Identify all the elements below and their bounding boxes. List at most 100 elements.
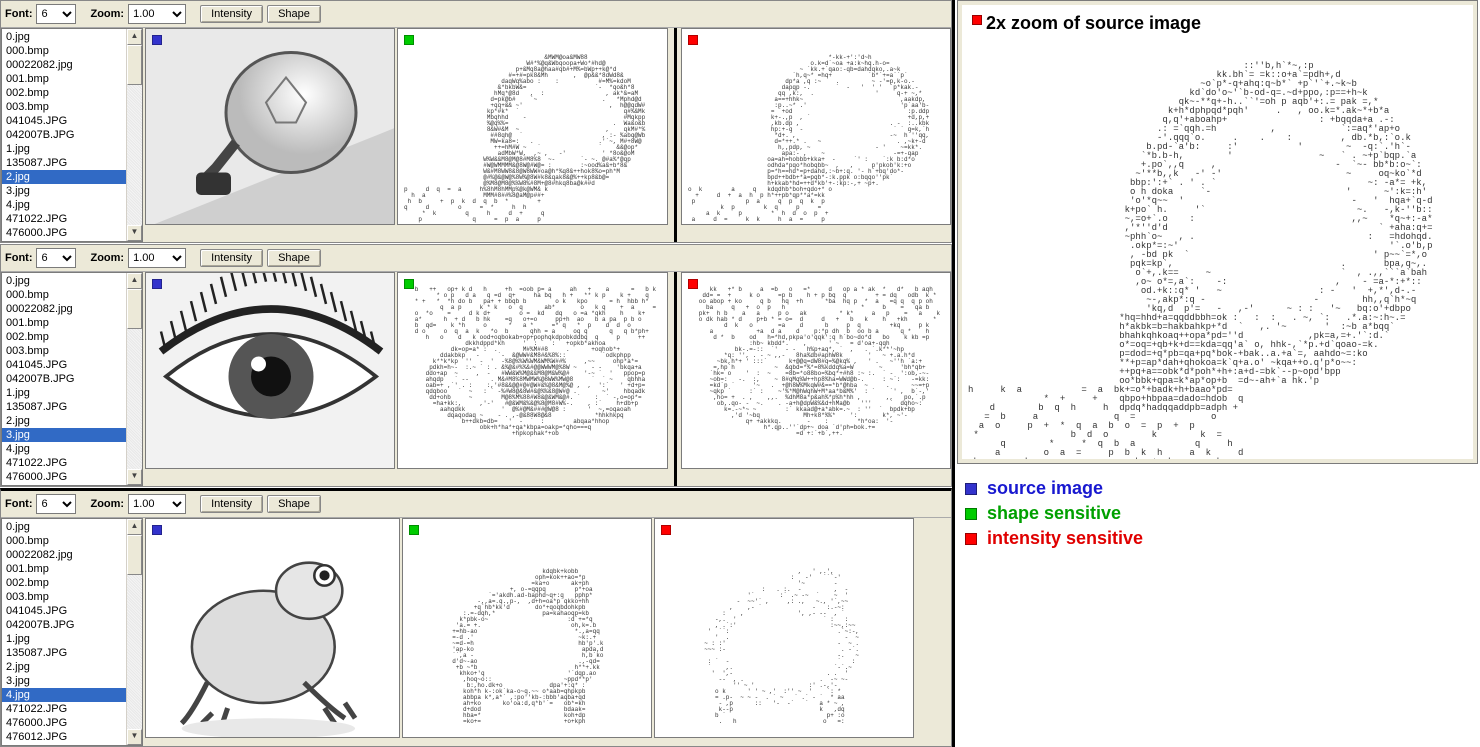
filelist-item[interactable]: 476000.JPG (2, 470, 126, 484)
filelist-item[interactable]: 002.bmp (2, 576, 126, 590)
filelist-item[interactable]: 042007B.JPG (2, 372, 126, 386)
legend-row: intensity sensitive (965, 528, 1470, 549)
shape-button[interactable]: Shape (267, 249, 321, 267)
source-image (146, 29, 394, 224)
scrollbar[interactable]: ▲ ▼ (126, 273, 142, 485)
zoom-select[interactable]: 1.00 (128, 4, 186, 24)
filelist-item[interactable]: 2.jpg (2, 170, 126, 184)
filelist-item[interactable]: 1.jpg (2, 632, 126, 646)
intensity-ascii: kk +* b a =b o =* d op a * ak * d* b aqh… (682, 273, 950, 469)
font-select[interactable]: 6 (36, 494, 76, 514)
filelist-item[interactable]: 3.jpg (2, 674, 126, 688)
filelist-item[interactable]: 042007B.JPG (2, 618, 126, 632)
legend-row: source image (965, 478, 1470, 499)
scroll-down-icon[interactable]: ▼ (127, 469, 142, 485)
shape-ascii: &MWM@oa&MW88 W#*%@q&Wbqoopa+Wo*#hd@ p+&M… (398, 29, 667, 225)
scroll-thumb[interactable] (127, 289, 142, 329)
filelist-item[interactable]: 476012.JPG (2, 730, 126, 744)
filelist-item[interactable]: 3.jpg (2, 428, 126, 442)
scroll-down-icon[interactable]: ▼ (127, 225, 142, 241)
scrollbar[interactable]: ▲ ▼ (126, 519, 142, 745)
filelist-item[interactable]: 00022082.jpg (2, 548, 126, 562)
shape-marker-icon (404, 279, 414, 289)
intensity-marker-icon (688, 279, 698, 289)
filelist-item[interactable]: 135087.JPG (2, 646, 126, 660)
filelist-item[interactable]: 135087.JPG (2, 156, 126, 170)
filelist-item[interactable]: 0.jpg (2, 30, 126, 44)
scroll-up-icon[interactable]: ▲ (127, 29, 142, 45)
filelist-item[interactable]: 001.bmp (2, 316, 126, 330)
shape-ascii: b ++ op+ k d h +h =oob p= a ah + a = b k… (398, 273, 667, 469)
shape-button[interactable]: Shape (267, 5, 321, 23)
intensity-button[interactable]: Intensity (200, 249, 263, 267)
filelist-item[interactable]: 003.bmp (2, 100, 126, 114)
intensity-button[interactable]: Intensity (200, 5, 263, 23)
zoom-label: Zoom: (90, 498, 124, 510)
scroll-up-icon[interactable]: ▲ (127, 273, 142, 289)
filelist-item[interactable]: 1.jpg (2, 142, 126, 156)
filelist-item[interactable]: 000.bmp (2, 288, 126, 302)
filelist-item[interactable]: 003.bmp (2, 344, 126, 358)
zoom-select[interactable]: 1.00 (128, 494, 186, 514)
filelist-item[interactable]: 001.bmp (2, 562, 126, 576)
legend-label: shape sensitive (987, 503, 1121, 524)
zoom-marker-icon (972, 15, 982, 25)
zoom-title: 2x zoom of source image (986, 13, 1201, 34)
shape-ascii: kdqbk+kobb oph=kok++ao=*p =ka+o ak+ph +,… (403, 519, 651, 738)
filelist-item[interactable]: 135087.JPG (2, 400, 126, 414)
scroll-down-icon[interactable]: ▼ (127, 729, 142, 745)
filelist-item[interactable]: 041045.JPG (2, 358, 126, 372)
font-select[interactable]: 6 (36, 4, 76, 24)
app-window: Font: 6 Zoom: 1.00 Intensity Shape 0.jpg… (0, 244, 952, 487)
filelist-item[interactable]: 1.jpg (2, 386, 126, 400)
legend-swatch-icon (965, 533, 977, 545)
filelist-item[interactable]: 2.jpg (2, 660, 126, 674)
filelist-item[interactable]: 002.bmp (2, 330, 126, 344)
shape-panel: kdqbk+kobb oph=kok++ao=*p =ka+o ak+ph +,… (402, 518, 652, 738)
filelist-item[interactable]: 0.jpg (2, 520, 126, 534)
shape-panel: b ++ op+ k d h +h =oob p= a ah + a = b k… (397, 272, 668, 469)
filelist-item[interactable]: 00022082.jpg (2, 302, 126, 316)
filelist-item[interactable]: 2.jpg (2, 414, 126, 428)
filelist-item[interactable]: 4.jpg (2, 198, 126, 212)
filelist-item[interactable]: 471022.JPG (2, 212, 126, 226)
filelist-item[interactable]: 003.bmp (2, 590, 126, 604)
scroll-thumb[interactable] (127, 535, 142, 575)
filelist-item[interactable]: 0.jpg (2, 274, 126, 288)
source-panel (145, 272, 395, 469)
filelist-item[interactable]: 471022.JPG (2, 456, 126, 470)
filelist-item[interactable]: 002.bmp (2, 86, 126, 100)
filelist-item[interactable]: 042007B.JPG (2, 128, 126, 142)
zoom-panel: 2x zoom of source image (957, 0, 1478, 464)
filelist-item[interactable]: 041045.JPG (2, 604, 126, 618)
filelist-item[interactable]: 000.bmp (2, 534, 126, 548)
shape-button[interactable]: Shape (267, 495, 321, 513)
filelist-item[interactable]: 4.jpg (2, 688, 126, 702)
legend: source image shape sensitive intensity s… (955, 466, 1480, 561)
scroll-thumb[interactable] (127, 45, 142, 85)
filelist-item[interactable]: 476000.JPG (2, 716, 126, 730)
filelist-item[interactable]: 00022082.jpg (2, 58, 126, 72)
font-label: Font: (5, 498, 32, 510)
font-select[interactable]: 6 (36, 248, 76, 268)
filelist-item[interactable]: 471022.JPG (2, 702, 126, 716)
toolbar: Font: 6 Zoom: 1.00 Intensity Shape (1, 1, 951, 28)
zoom-select[interactable]: 1.00 (128, 248, 186, 268)
filelist-item[interactable]: 476000.JPG (2, 226, 126, 240)
scroll-up-icon[interactable]: ▲ (127, 519, 142, 535)
source-marker-icon (152, 279, 162, 289)
zoom-ascii: ::''b,h`*~,:p kk.bh`= =k::o+a`=pdh+,d ~o… (962, 5, 1473, 459)
right-column: 2x zoom of source image (955, 0, 1480, 747)
filelist-item[interactable]: 3.jpg (2, 184, 126, 198)
filelist-item[interactable]: 000.bmp (2, 44, 126, 58)
filelist-item[interactable]: 041045.JPG (2, 114, 126, 128)
filelist-item[interactable]: 001.bmp (2, 72, 126, 86)
toolbar: Font: 6 Zoom: 1.00 Intensity Shape (1, 245, 951, 272)
zoom-label: Zoom: (90, 8, 124, 20)
source-image (146, 519, 399, 737)
intensity-button[interactable]: Intensity (200, 495, 263, 513)
filelist-item[interactable]: 4.jpg (2, 442, 126, 456)
file-list: 0.jpg000.bmp00022082.jpg001.bmp002.bmp00… (1, 28, 143, 242)
font-label: Font: (5, 252, 32, 264)
scrollbar[interactable]: ▲ ▼ (126, 29, 142, 241)
